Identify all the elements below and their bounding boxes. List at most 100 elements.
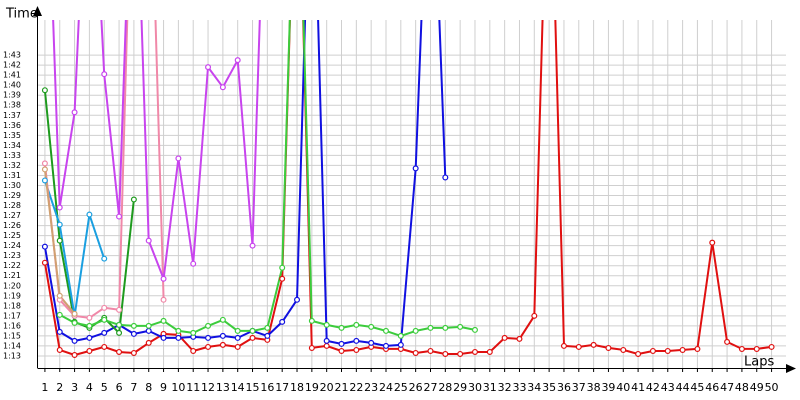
grid	[37, 20, 786, 368]
data-point	[41, 87, 48, 94]
data-point	[264, 332, 271, 339]
data-point	[56, 346, 63, 353]
data-point	[323, 337, 330, 344]
data-point	[234, 334, 241, 341]
data-point	[160, 275, 167, 282]
data-point	[86, 314, 93, 321]
data-point	[190, 347, 197, 354]
series-line	[43, 20, 772, 356]
data-point	[175, 327, 182, 334]
data-point	[130, 196, 137, 203]
x-tick-label: 22	[349, 381, 363, 394]
data-point	[190, 329, 197, 336]
y-tick-label: 1:17	[3, 311, 21, 320]
data-point	[308, 344, 315, 351]
data-point	[397, 332, 404, 339]
x-tick-label: 15	[246, 381, 260, 394]
data-point	[279, 264, 286, 271]
data-point	[71, 337, 78, 344]
x-tick-label: 11	[186, 381, 200, 394]
data-point	[145, 237, 152, 244]
x-tick-label: 43	[661, 381, 675, 394]
data-point	[130, 349, 137, 356]
y-tick-label: 1:31	[3, 171, 21, 180]
data-point	[338, 324, 345, 331]
x-tick-label: 28	[438, 381, 452, 394]
data-point	[219, 332, 226, 339]
data-point	[397, 341, 404, 348]
y-tick-label: 1:42	[3, 61, 21, 70]
data-point	[71, 351, 78, 358]
data-point	[442, 350, 449, 357]
data-point	[71, 319, 78, 326]
data-point	[353, 321, 360, 328]
data-point	[264, 324, 271, 331]
x-tick-label: 12	[201, 381, 215, 394]
data-point	[145, 322, 152, 329]
y-tick-label: 1:30	[3, 181, 21, 190]
data-point	[249, 242, 256, 249]
data-point	[130, 322, 137, 329]
data-point	[427, 347, 434, 354]
data-point	[590, 341, 597, 348]
data-point	[279, 318, 286, 325]
data-point	[768, 343, 775, 350]
x-tick-label: 5	[101, 381, 108, 394]
x-tick-label: 14	[231, 381, 245, 394]
data-point	[323, 342, 330, 349]
data-point	[738, 345, 745, 352]
y-tick-label: 1:25	[3, 231, 21, 240]
plot-area	[41, 20, 775, 358]
data-point	[649, 347, 656, 354]
data-point	[560, 342, 567, 349]
series-line	[52, 20, 261, 280]
x-tick-label: 3	[71, 381, 78, 394]
data-point	[694, 345, 701, 352]
y-tick-label: 1:14	[3, 341, 21, 350]
y-tick-label: 1:37	[3, 111, 21, 120]
data-point	[101, 255, 108, 262]
y-tick-label: 1:23	[3, 251, 21, 260]
y-tick-label: 1:43	[3, 51, 21, 60]
data-point	[575, 343, 582, 350]
data-point	[219, 341, 226, 348]
data-point	[175, 155, 182, 162]
data-point	[41, 166, 48, 173]
x-tick-label: 50	[765, 381, 779, 394]
x-tick-label: 35	[542, 381, 556, 394]
data-point	[412, 349, 419, 356]
data-point	[368, 323, 375, 330]
data-point	[41, 243, 48, 250]
x-axis-title: Laps	[744, 355, 774, 370]
x-tick-label: 24	[379, 381, 393, 394]
x-tick-label: 38	[587, 381, 601, 394]
x-tick-label: 39	[601, 381, 615, 394]
y-tick-label: 1:15	[3, 331, 21, 340]
data-point	[664, 347, 671, 354]
y-tick-label: 1:36	[3, 121, 21, 130]
data-point	[160, 334, 167, 341]
data-point	[338, 347, 345, 354]
series-line	[43, 20, 447, 347]
data-point	[679, 346, 686, 353]
y-tick-label: 1:41	[3, 71, 21, 80]
y-tick-label: 1:28	[3, 201, 21, 210]
data-point	[709, 239, 716, 246]
x-tick-label: 49	[750, 381, 764, 394]
data-point	[41, 160, 48, 167]
data-point	[56, 204, 63, 211]
x-tick-label: 8	[145, 381, 152, 394]
y-tick-label: 1:18	[3, 301, 21, 310]
y-tick-label: 1:13	[3, 351, 21, 360]
data-point	[116, 306, 123, 313]
y-tick-label: 1:40	[3, 81, 21, 90]
data-point	[145, 339, 152, 346]
data-point	[620, 346, 627, 353]
x-tick-label: 32	[498, 381, 512, 394]
data-point	[249, 327, 256, 334]
x-tick-label: 30	[468, 381, 482, 394]
x-tick-label: 41	[631, 381, 645, 394]
data-point	[41, 177, 48, 184]
x-tick-label: 46	[705, 381, 719, 394]
